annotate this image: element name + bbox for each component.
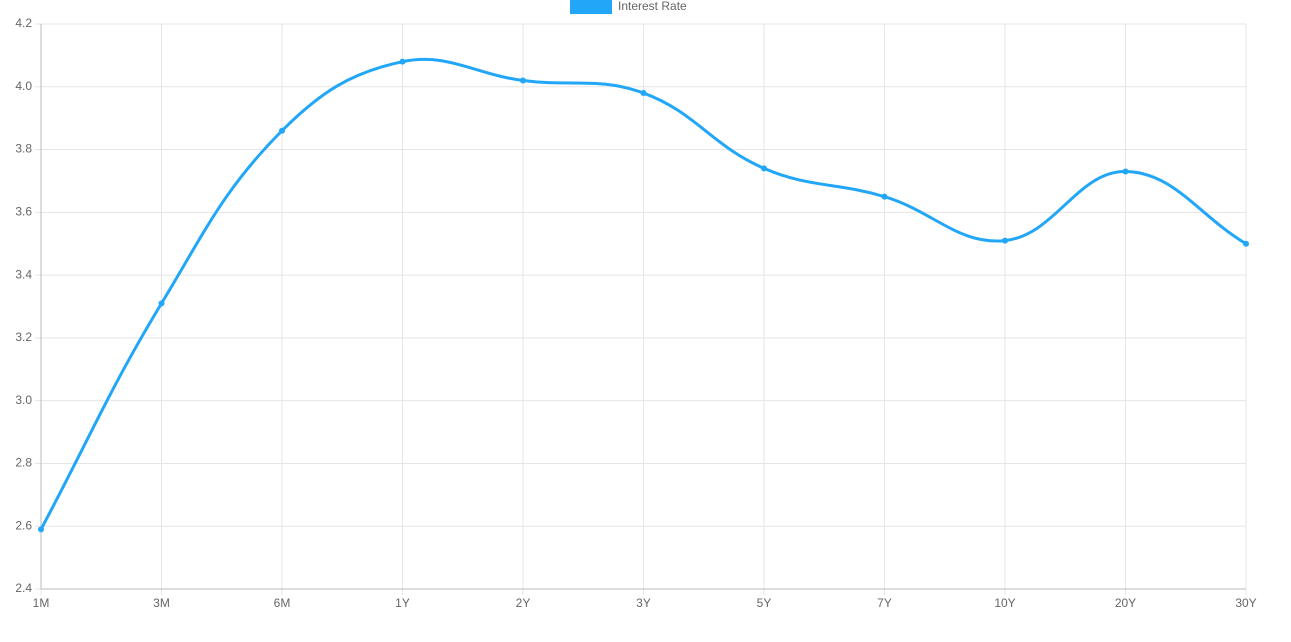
point [279,127,285,134]
y-tick-label: 4.2 [15,16,32,30]
x-tick-label: 2Y [516,596,531,610]
point [640,90,647,97]
x-tick-label: 3M [153,596,170,610]
y-tick-label: 2.4 [15,581,32,595]
legend-swatch [570,0,612,14]
point [158,300,165,307]
point [881,193,888,200]
y-tick-label: 3.2 [15,330,32,344]
x-tick-label: 30Y [1235,596,1256,610]
x-tick-label: 1Y [395,596,410,610]
x-tick-label: 20Y [1115,596,1136,610]
point [38,526,44,533]
point [1002,237,1008,244]
point [1122,168,1129,175]
y-tick-label: 3.0 [15,393,32,407]
x-tick-label: 3Y [636,596,651,610]
y-tick-label: 3.8 [15,142,32,156]
x-tick-label: 7Y [877,596,892,610]
y-tick-label: 2.6 [15,518,32,532]
line [39,57,1247,531]
y-tick-label: 3.4 [15,267,32,281]
x-tick-label: 10Y [994,596,1015,610]
x-tick-label: 6M [274,596,291,610]
x-tick-label: 5Y [757,596,772,610]
point [520,77,526,84]
point [761,165,767,172]
point [1243,240,1249,247]
legend-label: Interest Rate [618,0,687,13]
y-tick-label: 2.8 [15,456,32,470]
y-tick-label: 4.0 [15,79,32,93]
point [399,58,406,65]
y-tick-label: 3.6 [15,205,32,219]
x-tick-label: 1M [33,596,50,610]
